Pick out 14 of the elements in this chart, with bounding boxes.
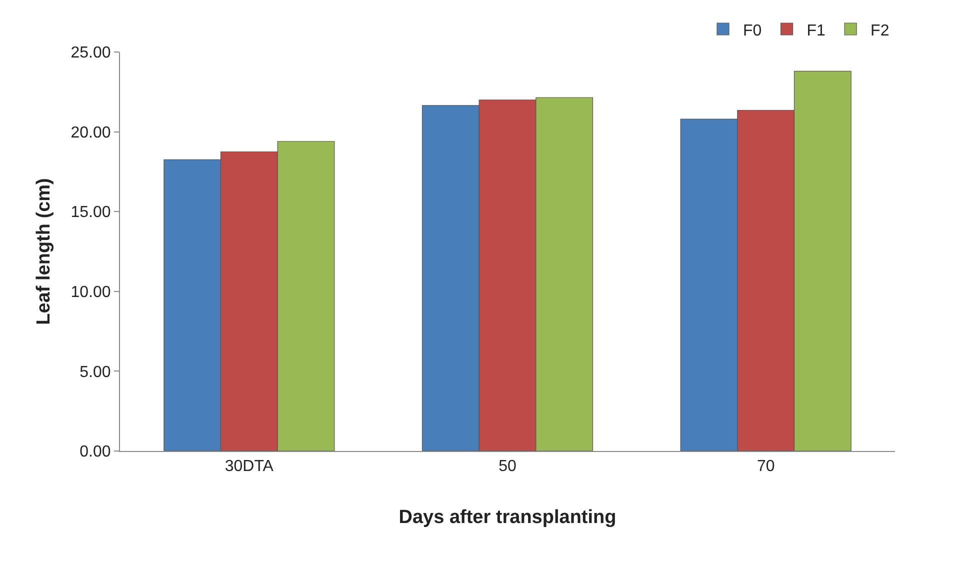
x-axis-title: Days after transplanting [398, 507, 616, 528]
y-tick-label: 20.00 [70, 124, 111, 142]
legend-label: F0 [743, 22, 762, 40]
legend-label: F1 [806, 22, 826, 40]
y-axis-title: Leaf length (cm) [34, 178, 55, 325]
legend-label: F2 [870, 22, 890, 40]
y-tick-label: 10.00 [70, 284, 111, 301]
x-tick-label: 30DTA [224, 458, 274, 476]
y-tick-label: 0.00 [80, 444, 111, 461]
y-tick-label: 15.00 [70, 204, 111, 222]
y-tick-label: 5.00 [80, 364, 111, 381]
y-tick-label: 25.00 [70, 44, 111, 62]
x-tick-label: 50 [498, 458, 516, 476]
x-tick-label: 70 [756, 458, 775, 476]
